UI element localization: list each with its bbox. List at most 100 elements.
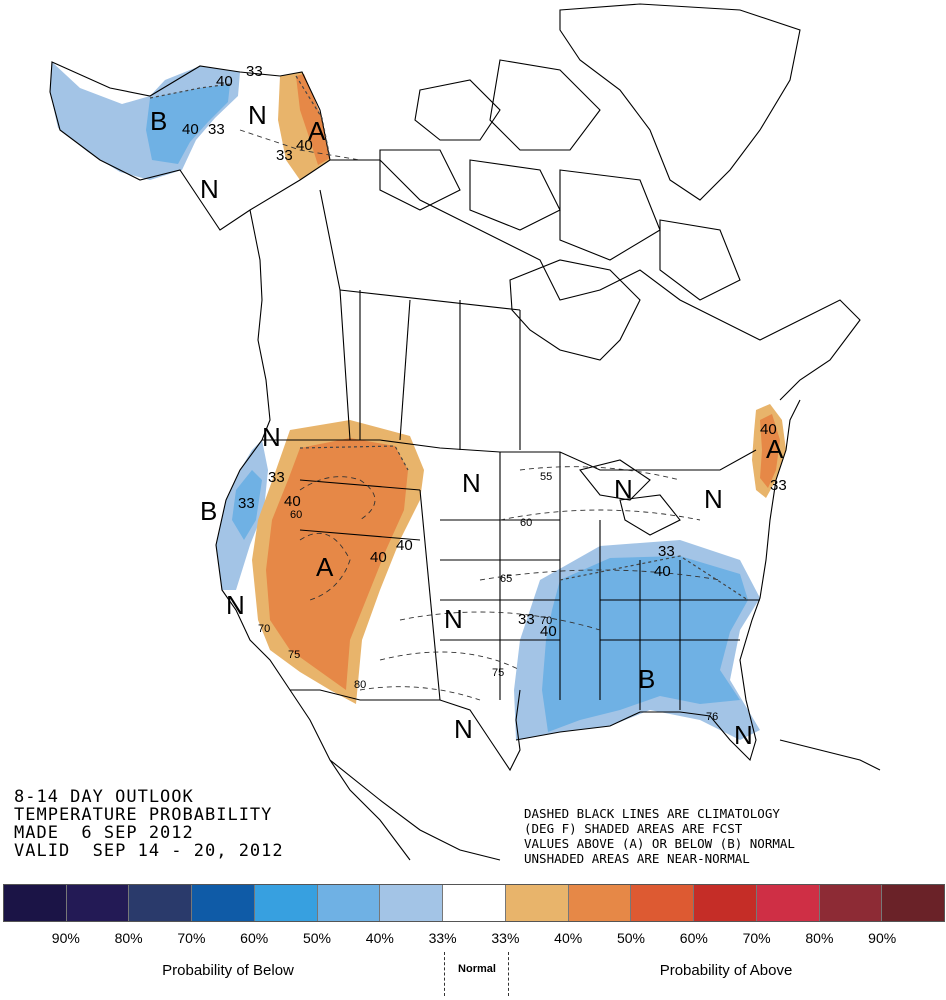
- svg-text:40: 40: [216, 73, 233, 90]
- note-line: DASHED BLACK LINES ARE CLIMATOLOGY: [524, 806, 780, 821]
- probability-tick-label: 50%: [616, 930, 646, 946]
- svg-text:75: 75: [492, 667, 504, 679]
- probability-tick-label: 50%: [302, 930, 332, 946]
- letter-florida-n: N: [734, 720, 753, 750]
- westcoast-below-40-area: [232, 470, 262, 540]
- svg-text:33: 33: [770, 477, 787, 494]
- scale-swatch: [819, 885, 883, 921]
- scale-swatch: [317, 885, 381, 921]
- letter-lakes-n: N: [614, 474, 633, 504]
- svg-text:40: 40: [182, 121, 199, 138]
- svg-text:60: 60: [290, 509, 302, 521]
- note-line: VALUES ABOVE (A) OR BELOW (B) NORMAL: [524, 836, 795, 851]
- letter-eastcoast-a: A: [766, 434, 784, 464]
- letter-bc-n: N: [262, 422, 281, 452]
- svg-text:40: 40: [296, 137, 313, 154]
- note-line: UNSHADED AREAS ARE NEAR-NORMAL: [524, 851, 750, 866]
- svg-text:70: 70: [540, 615, 552, 627]
- letter-west-a: A: [316, 552, 334, 582]
- category-letters: B N A N N B A N N N N A N B N N: [150, 100, 784, 750]
- svg-text:76: 76: [706, 711, 718, 723]
- title-line: VALID SEP 14 - 20, 2012: [14, 841, 284, 861]
- letter-westcoast-b: B: [200, 496, 217, 526]
- svg-text:40: 40: [540, 623, 557, 640]
- svg-text:33: 33: [268, 469, 285, 486]
- scale-swatch: [66, 885, 130, 921]
- letter-plains-n: N: [462, 468, 481, 498]
- climatology-labels: 60 70 75 80 55 60 65 70 75 76: [258, 471, 718, 723]
- svg-text:33: 33: [246, 63, 263, 80]
- probability-below-label: Probability of Below: [162, 962, 294, 979]
- svg-text:33: 33: [238, 495, 255, 512]
- scale-swatch: [756, 885, 820, 921]
- probability-tick-label: 33%: [491, 930, 520, 946]
- svg-text:40: 40: [654, 563, 671, 580]
- probability-tick-label: 90%: [868, 930, 897, 946]
- svg-text:65: 65: [500, 573, 512, 585]
- svg-text:33: 33: [208, 121, 225, 138]
- scale-swatch: [192, 885, 255, 921]
- svg-text:33: 33: [276, 147, 293, 164]
- svg-text:33: 33: [658, 543, 675, 560]
- scale-swatch: [882, 885, 945, 921]
- probability-color-scale: [3, 884, 945, 922]
- yukon-above-40-area: [296, 74, 330, 165]
- probability-tick-label: 60%: [240, 930, 269, 946]
- scale-swatch: [254, 885, 318, 921]
- probability-tick-label: 60%: [679, 930, 708, 946]
- scale-swatch: [631, 885, 695, 921]
- svg-text:80: 80: [354, 679, 366, 691]
- scale-swatch: [4, 885, 67, 921]
- scale-swatch: [443, 885, 506, 921]
- letter-ne-n: N: [704, 484, 723, 514]
- svg-text:40: 40: [396, 537, 413, 554]
- scale-swatch: [568, 885, 632, 921]
- probability-tick-label: 40%: [365, 930, 394, 946]
- alaska-below-40-area: [146, 84, 230, 164]
- title-line: MADE 6 SEP 2012: [14, 823, 194, 843]
- probability-tick-label: 70%: [742, 930, 771, 946]
- letter-sw-n: N: [444, 604, 463, 634]
- probability-tick-label: 40%: [554, 930, 583, 946]
- scale-swatch: [694, 885, 757, 921]
- contour-labels: 40 33 40 33 33 40 33 40 33 40 40 33 40 3…: [182, 63, 787, 640]
- probability-tick-label: 90%: [51, 930, 80, 946]
- svg-text:40: 40: [370, 549, 387, 566]
- svg-text:40: 40: [760, 421, 777, 438]
- west-above-40-area: [266, 438, 408, 690]
- svg-text:60: 60: [520, 517, 532, 529]
- outlook-title-block: 8-14 DAY OUTLOOK TEMPERATURE PROBABILITY M…: [14, 788, 284, 860]
- svg-text:33: 33: [518, 611, 535, 628]
- probability-tick-label: 33%: [428, 930, 457, 946]
- title-line: 8-14 DAY OUTLOOK: [14, 787, 194, 807]
- letter-alaska-b: B: [150, 106, 167, 136]
- scale-swatch: [129, 885, 193, 921]
- probability-tick-label: 80%: [114, 930, 143, 946]
- note-line: (DEG F) SHADED AREAS ARE FCST: [524, 821, 743, 836]
- svg-text:55: 55: [540, 471, 552, 483]
- outlook-map: B N A N N B A N N N N A N B N N 40 33 40…: [49, 3, 881, 861]
- probability-tick-label: 70%: [177, 930, 206, 946]
- letter-southeast-b: B: [638, 664, 655, 694]
- svg-text:40: 40: [284, 493, 301, 510]
- svg-text:75: 75: [288, 649, 300, 661]
- letter-alaska-n: N: [248, 100, 267, 130]
- shaded-regions: [50, 62, 786, 740]
- letter-calif-n: N: [226, 590, 245, 620]
- probability-above-label: Probability of Above: [659, 962, 793, 979]
- letter-canada-n: N: [200, 174, 219, 204]
- letter-mexico-n: N: [454, 714, 473, 744]
- normal-divider-left: [444, 952, 445, 996]
- letter-yukon-a: A: [308, 116, 326, 146]
- probability-tick-label: 80%: [805, 930, 834, 946]
- scale-swatch: [380, 885, 444, 921]
- svg-text:70: 70: [258, 623, 270, 635]
- title-line: TEMPERATURE PROBABILITY: [14, 805, 273, 825]
- normal-divider-right: [508, 952, 509, 996]
- eastcoast-above-40-area: [760, 414, 780, 488]
- scale-swatch: [505, 885, 569, 921]
- category-boundaries: [149, 75, 749, 601]
- normal-label: Normal: [458, 963, 496, 975]
- legend-note-block: DASHED BLACK LINES ARE CLIMATOLOGY (DEG F…: [524, 806, 795, 866]
- geography-outlines: [49, 3, 881, 861]
